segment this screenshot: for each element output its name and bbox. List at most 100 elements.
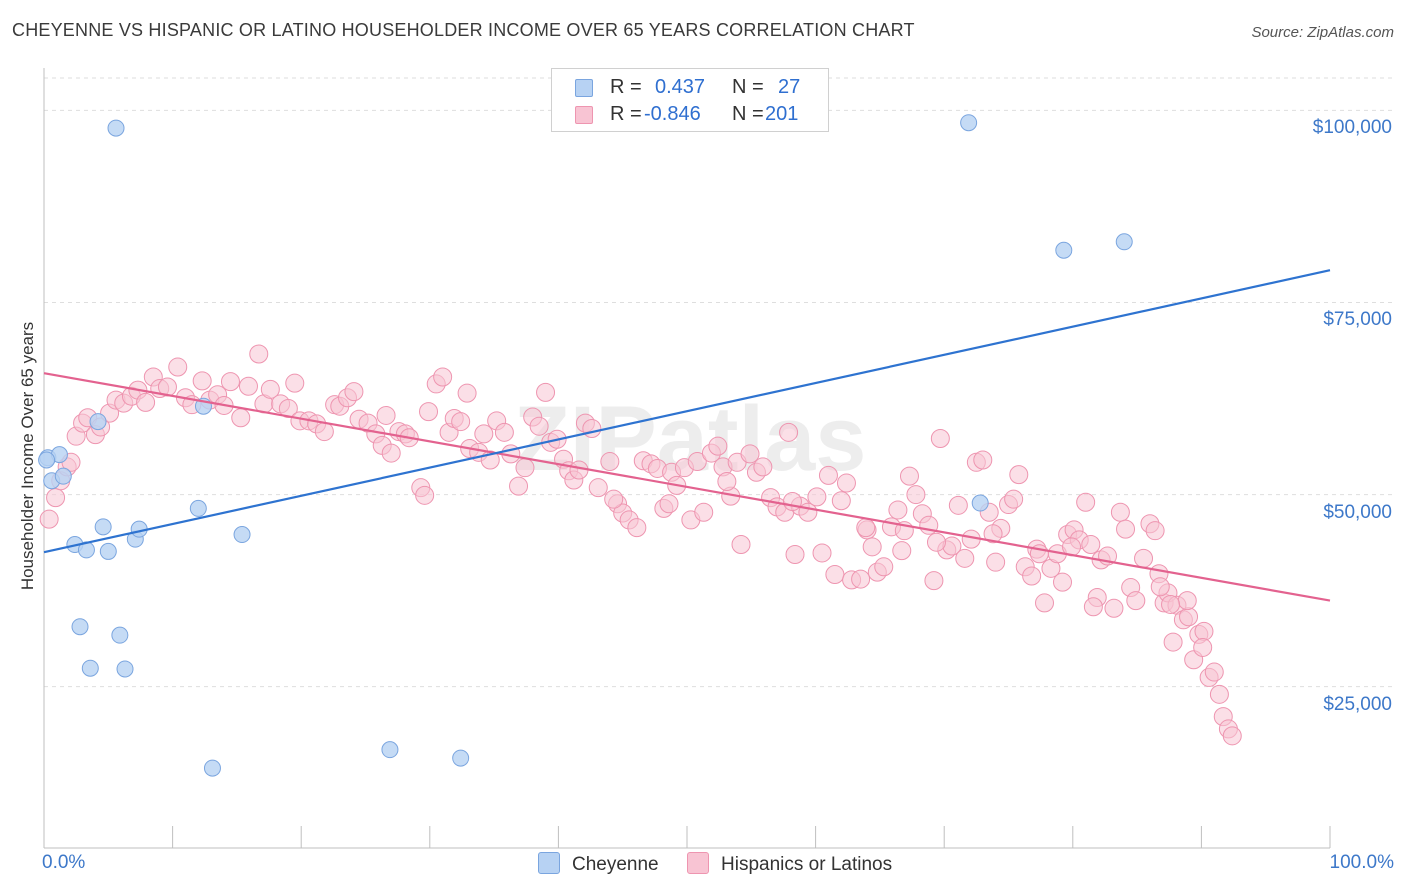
x-tick-right: 100.0% [1329, 852, 1394, 873]
hispanic-point [604, 489, 624, 509]
hispanic-point [906, 485, 926, 505]
hispanic-point [694, 502, 714, 522]
x-tick-left: 0.0% [42, 852, 86, 873]
stats-legend: R = 0.437 N = 27 R = -0.846 N = 201 [551, 68, 829, 132]
legend-label: Hispanics or Latinos [721, 854, 893, 875]
hispanic-point [1022, 566, 1042, 586]
hispanic-point [238, 376, 258, 396]
hispanic-point [862, 537, 882, 557]
hispanic-point [874, 557, 894, 577]
cheyenne-point [381, 741, 399, 759]
hispanic-point [494, 422, 514, 442]
cheyenne-point [99, 542, 117, 560]
hispanic-point [899, 466, 919, 486]
hispanic-point [249, 344, 269, 364]
hispanic-swatch [575, 106, 593, 124]
hispanic-point [1083, 597, 1103, 617]
hispanic-point [659, 494, 679, 514]
hispanic-point [708, 436, 728, 456]
hispanic-point [509, 476, 529, 496]
hispanic-trend-line [43, 372, 1331, 602]
n-value: 27 [778, 76, 801, 98]
cheyenne-point [203, 759, 221, 777]
hispanic-point [600, 452, 620, 472]
hispanic-point [924, 571, 944, 591]
hispanic-point [474, 424, 494, 444]
hispanic-point [529, 416, 549, 436]
cheyenne-point [233, 526, 251, 544]
r-value: -0.846 [644, 103, 701, 125]
cheyenne-point [81, 659, 99, 677]
hispanic-point [807, 487, 827, 507]
cheyenne-point [107, 119, 125, 137]
hispanic-point [983, 524, 1003, 544]
hispanic-point [948, 495, 968, 515]
hispanic-point [1110, 502, 1130, 522]
cheyenne-point [89, 413, 107, 431]
hispanic-point [451, 412, 471, 432]
hispanic-point [930, 428, 950, 448]
hispanic-point [1204, 662, 1224, 682]
hispanic-point [1179, 607, 1199, 627]
hispanic-point [1076, 492, 1096, 512]
hispanic-point [1161, 594, 1181, 614]
hispanic-point [381, 443, 401, 463]
cheyenne-point [94, 518, 112, 536]
hispanic-point [955, 548, 975, 568]
hispanic-point [220, 372, 240, 392]
trend-lines [43, 269, 1331, 602]
legend-item-hispanic: Hispanics or Latinos [687, 852, 892, 876]
hispanic-point [39, 509, 59, 529]
hispanic-point [1081, 535, 1101, 555]
hispanic-point [168, 357, 188, 377]
hispanic-point [851, 569, 871, 589]
hispanic-point [627, 518, 647, 538]
legend-label: Cheyenne [572, 854, 659, 875]
cheyenne-point [1115, 233, 1133, 251]
hispanic-point [515, 458, 535, 478]
y-tick-label: $50,000 [1323, 501, 1392, 523]
hispanic-point [1150, 577, 1170, 597]
hispanic-swatch [687, 852, 709, 874]
n-value: 201 [765, 103, 799, 125]
cheyenne-point [116, 660, 134, 678]
hispanic-point [1134, 548, 1154, 568]
n-label: N = [732, 76, 764, 98]
hispanic-point [536, 382, 556, 402]
hispanic-point [344, 382, 364, 402]
legend-item-cheyenne: Cheyenne [538, 852, 659, 876]
hispanic-point [888, 500, 908, 520]
hispanic-point [1145, 521, 1165, 541]
y-tick-label: $100,000 [1312, 117, 1392, 139]
hispanic-point [818, 465, 838, 485]
hispanic-point [285, 373, 305, 393]
hispanic-point [1104, 598, 1124, 618]
hispanic-point [1222, 726, 1242, 746]
cheyenne-point [38, 451, 56, 469]
hispanic-point [314, 422, 334, 442]
hispanic-point [782, 491, 802, 511]
hispanic-point [973, 450, 993, 470]
cheyenne-point [189, 499, 207, 517]
chart-title: CHEYENNE VS HISPANIC OR LATINO HOUSEHOLD… [12, 20, 915, 40]
cheyenne-point [452, 749, 470, 767]
hispanic-point [192, 371, 212, 391]
hispanic-point [779, 422, 799, 442]
hispanic-point [731, 535, 751, 555]
hispanic-point [836, 473, 856, 493]
hispanic-point [231, 408, 251, 428]
hispanic-point [376, 405, 396, 425]
hispanic-point [1209, 684, 1229, 704]
hispanic-point [1126, 591, 1146, 611]
hispanic-point [687, 452, 707, 472]
hispanic-point [831, 491, 851, 511]
hispanic-point [278, 399, 298, 419]
hispanic-point [588, 478, 608, 498]
r-value: 0.437 [655, 76, 706, 98]
hispanic-point [1194, 621, 1214, 641]
hispanic-point [433, 367, 453, 387]
hispanic-point [926, 532, 946, 552]
hispanic-point [1177, 591, 1197, 611]
hispanic-point [1004, 489, 1024, 509]
